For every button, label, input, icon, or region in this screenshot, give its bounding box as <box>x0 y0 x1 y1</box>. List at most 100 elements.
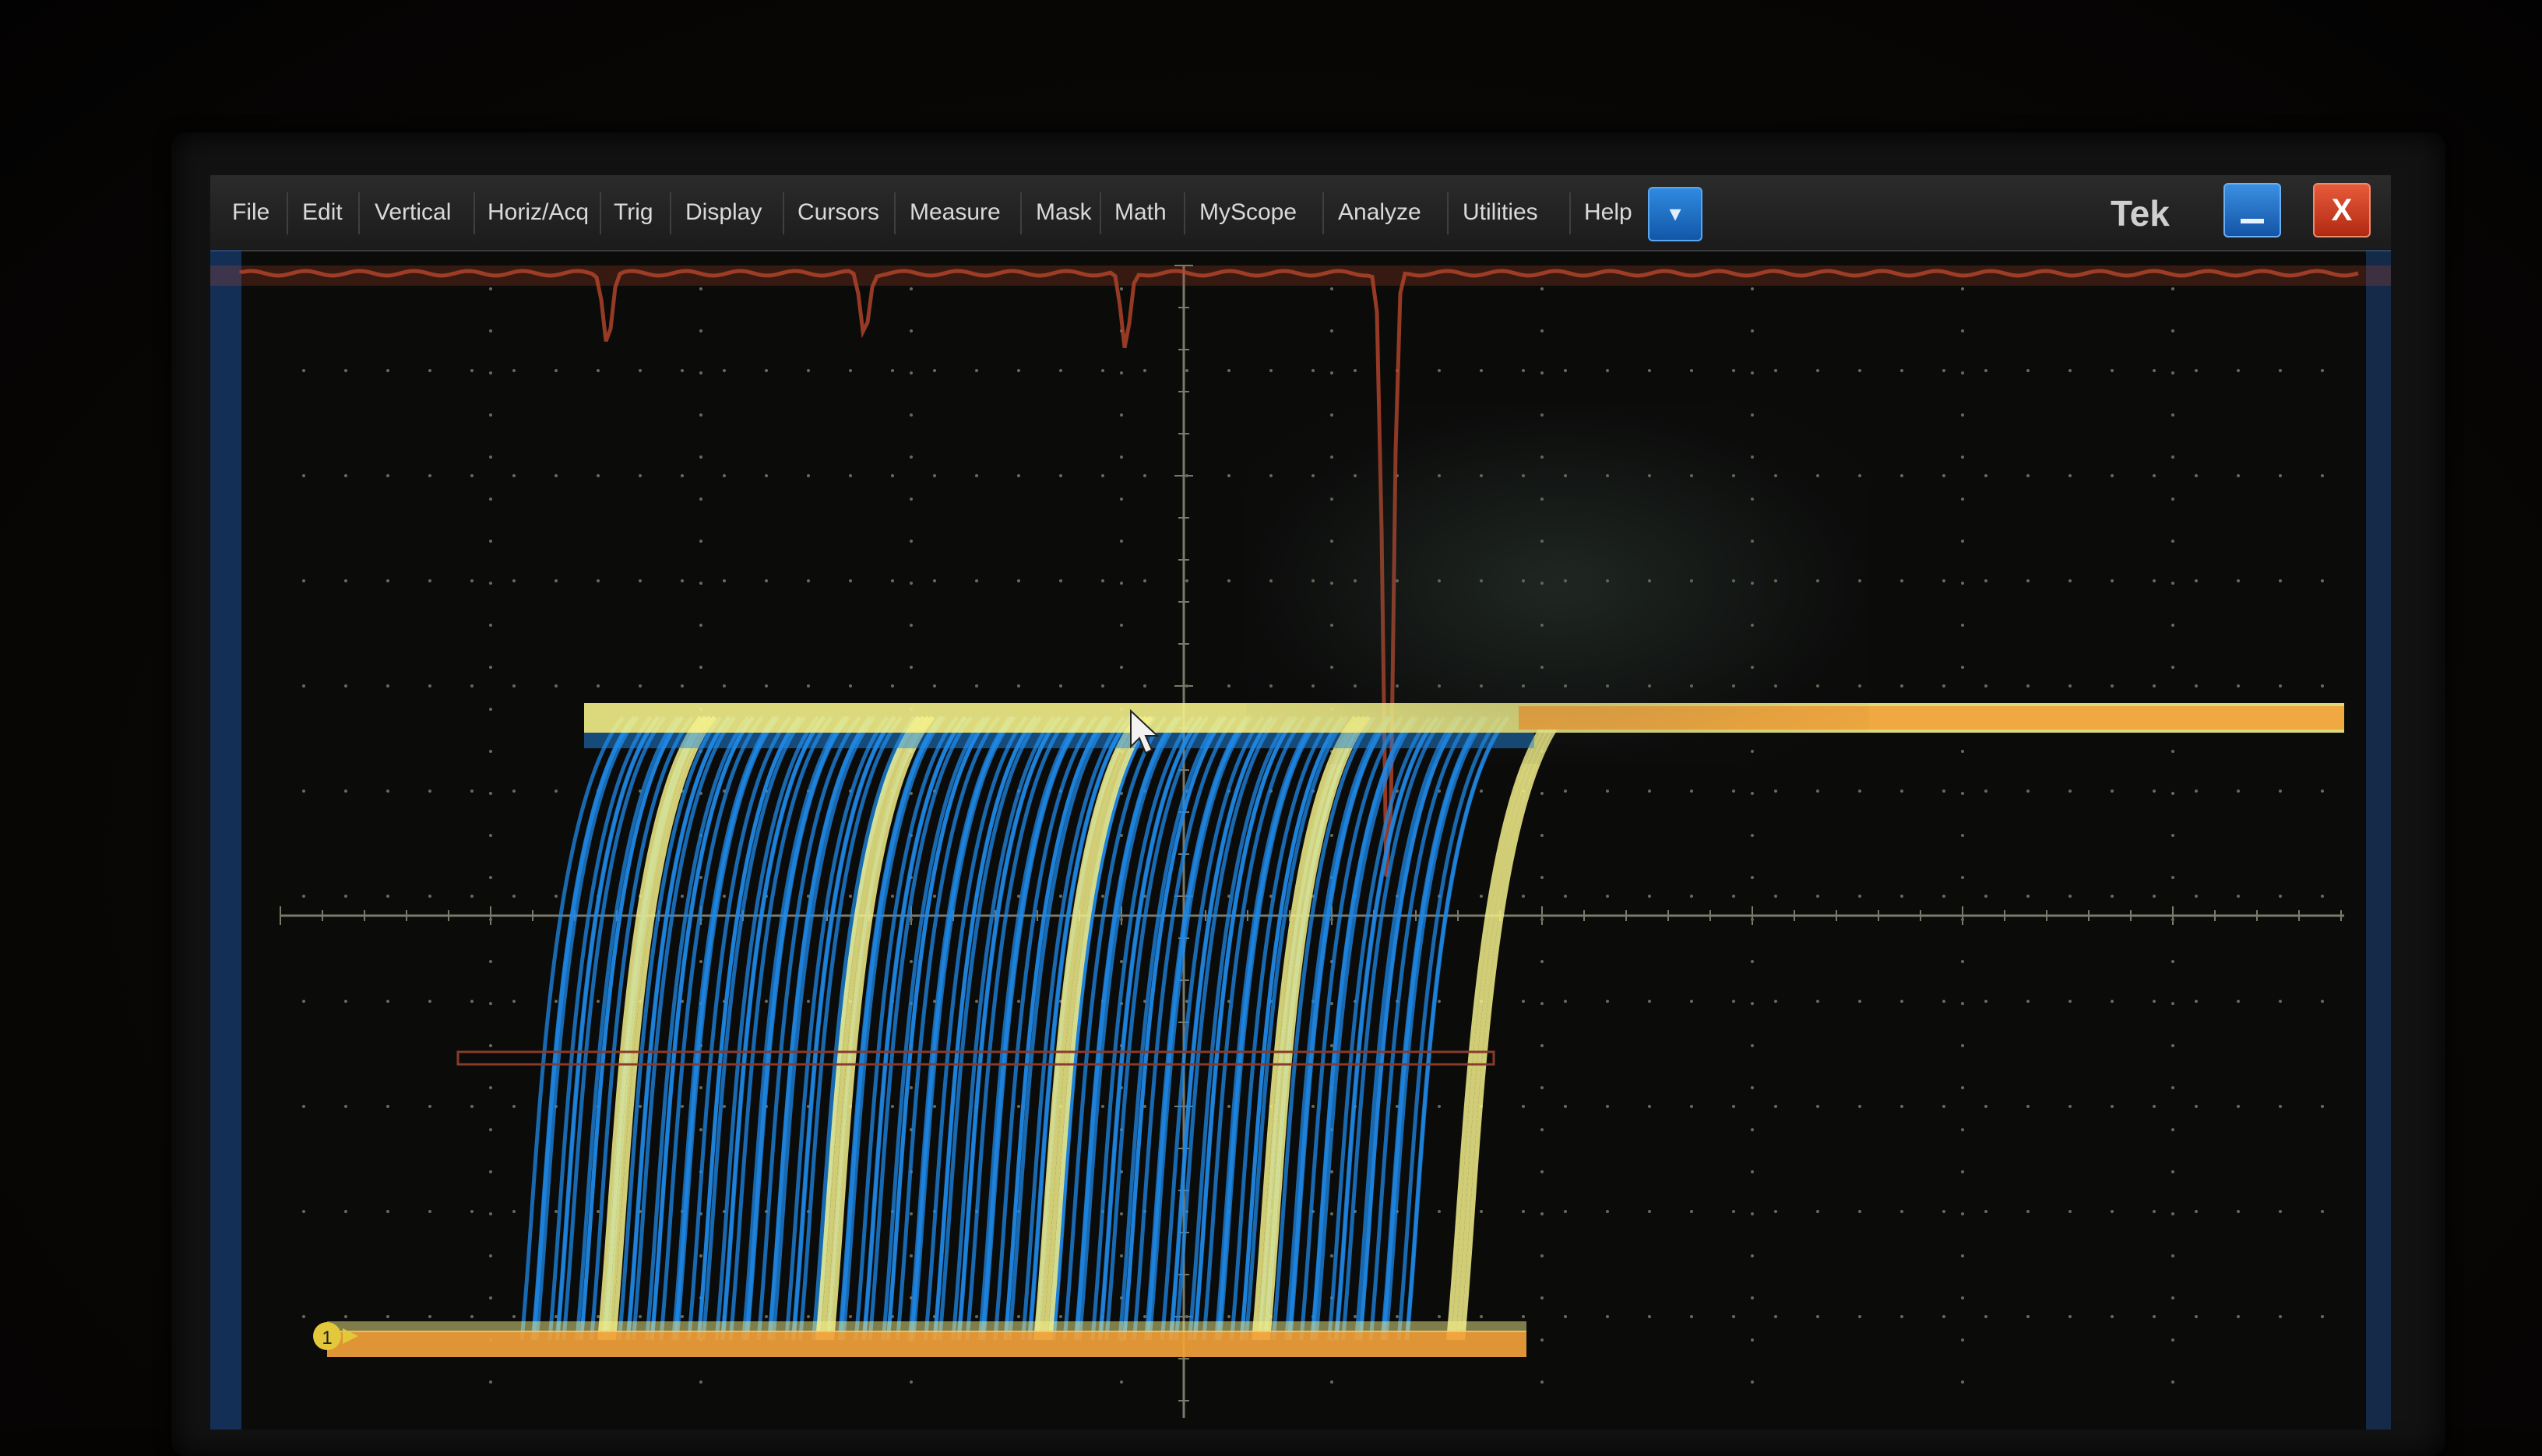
graticule-dot <box>699 540 702 543</box>
waveform-edge-yellow <box>1446 716 1552 1341</box>
graticule-dot <box>489 876 492 879</box>
graticule-dot <box>2111 1210 2114 1213</box>
channel-1-marker[interactable]: 1 <box>313 1322 358 1350</box>
graticule-dot <box>428 1105 431 1108</box>
graticule-dot <box>1858 1105 1861 1108</box>
graticule-dot <box>386 790 389 793</box>
waveform-edge-blue <box>790 716 896 1341</box>
graticule-dot <box>1606 684 1609 688</box>
graticule-dot <box>2111 790 2114 793</box>
menu-myscope[interactable]: MyScope <box>1199 199 1297 225</box>
graticule-dot <box>1017 579 1020 582</box>
graticule-dot <box>1120 1380 1123 1384</box>
graticule-dot <box>2279 579 2282 582</box>
graticule-dot <box>1143 579 1146 582</box>
graticule-dot <box>489 792 492 795</box>
graticule-dot <box>344 684 347 688</box>
graticule-dot <box>2171 1170 2174 1173</box>
graticule-dot <box>302 1000 305 1003</box>
menu-mask[interactable]: Mask <box>1036 199 1092 225</box>
waveform-edge-blue <box>1192 716 1297 1341</box>
graticule-dot <box>470 474 474 477</box>
graticule-dot <box>1480 1210 1483 1213</box>
graticule-dot <box>1540 1380 1544 1384</box>
graticule-dot <box>302 790 305 793</box>
waveform-display[interactable]: 1 <box>210 250 2391 1430</box>
graticule-dot <box>2153 1105 2156 1108</box>
graticule-dot <box>2153 790 2156 793</box>
graticule-dot <box>2195 369 2198 372</box>
close-icon: X <box>2331 193 2353 227</box>
graticule-dot <box>1961 876 1964 879</box>
menu-vertical[interactable]: Vertical <box>375 199 452 225</box>
waveform-edge-blue <box>534 716 639 1341</box>
graticule-dot <box>1732 1315 1735 1318</box>
menu-dropdown-button[interactable]: ▾ <box>1648 187 1702 241</box>
waveform-edge-blue <box>977 716 1083 1341</box>
waveform-edge-blue <box>674 716 780 1341</box>
graticule-dot <box>1330 582 1333 585</box>
menu-analyze[interactable]: Analyze <box>1338 199 1421 225</box>
graticule-dot <box>1732 579 1735 582</box>
graticule-dot <box>975 684 978 688</box>
menu-trig[interactable]: Trig <box>614 199 653 225</box>
graticule-dot <box>1984 684 1987 688</box>
menu-utilities[interactable]: Utilities <box>1463 199 1538 225</box>
menu-display[interactable]: Display <box>685 199 762 225</box>
graticule-dot <box>512 474 516 477</box>
graticule-dot <box>723 474 726 477</box>
graticule-dot <box>2068 474 2072 477</box>
graticule-dot <box>1269 579 1273 582</box>
graticule-dot <box>1017 1105 1020 1108</box>
graticule-dot <box>1648 579 1651 582</box>
graticule-dot <box>2279 790 2282 793</box>
waveform-edge-yellow <box>1456 716 1561 1341</box>
graticule-dot <box>639 369 642 372</box>
oscilloscope-screen: File Edit Vertical Horiz/Acq Trig Displa… <box>210 175 2391 1430</box>
menu-file[interactable]: File <box>232 199 270 225</box>
graticule-dot <box>1354 369 1357 372</box>
menu-math[interactable]: Math <box>1114 199 1167 225</box>
waveform-edge-blue <box>895 716 1001 1341</box>
menu-help[interactable]: Help <box>1584 199 1632 225</box>
waveform-edge-yellow <box>815 716 921 1341</box>
graticule-dot <box>2111 579 2114 582</box>
graticule-dot <box>1751 455 1754 459</box>
close-button[interactable]: X <box>2313 183 2371 237</box>
graticule-dot <box>1185 579 1188 582</box>
graticule-dot <box>344 1315 347 1318</box>
graticule-dot <box>2026 790 2030 793</box>
graticule-dot <box>1984 1105 1987 1108</box>
graticule-dot <box>2153 1315 2156 1318</box>
graticule-dot <box>1396 1105 1399 1108</box>
measurement-zone-box[interactable] <box>456 1050 1495 1066</box>
graticule-dot <box>2111 1000 2114 1003</box>
menu-horiz-acq[interactable]: Horiz/Acq <box>488 199 590 225</box>
graticule-dot <box>2171 455 2174 459</box>
graticule-dot <box>2171 1086 2174 1089</box>
graticule-dot <box>765 1315 768 1318</box>
graticule-svg: 1 <box>210 250 2391 1430</box>
graticule-dot <box>1751 582 1754 585</box>
graticule-dot <box>1227 1315 1231 1318</box>
graticule-dot <box>1961 1044 1964 1047</box>
graticule-dot <box>1751 960 1754 963</box>
menu-edit[interactable]: Edit <box>302 199 343 225</box>
minimize-button[interactable] <box>2223 183 2281 237</box>
graticule-dot <box>2171 1128 2174 1131</box>
graticule-dot <box>1984 579 1987 582</box>
graticule-dot <box>1648 1105 1651 1108</box>
waveform-edge-blue <box>838 716 943 1341</box>
graticule-dot <box>1540 1254 1544 1257</box>
waveform-edge-blue <box>1202 716 1307 1341</box>
waveform-edge-yellow <box>1043 716 1149 1341</box>
graticule-dot <box>891 684 894 688</box>
menu-cursors[interactable]: Cursors <box>797 199 880 225</box>
menu-measure[interactable]: Measure <box>910 199 1001 225</box>
graticule-dot <box>1942 684 1945 688</box>
graticule-dot <box>1564 474 1567 477</box>
graticule-dot <box>1751 498 1754 501</box>
graticule-dot <box>1059 579 1062 582</box>
graticule-dot <box>933 474 936 477</box>
graticule-dot <box>1732 790 1735 793</box>
